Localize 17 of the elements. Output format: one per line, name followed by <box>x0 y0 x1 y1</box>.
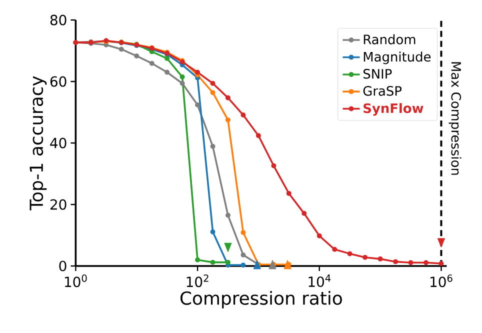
y-tick-label: 20 <box>50 199 66 210</box>
y-axis-title: Top-1 accuracy <box>30 76 47 210</box>
legend-label: Random <box>364 34 416 44</box>
y-tick-label: 80 <box>50 14 66 26</box>
y-tick-label: 40 <box>50 138 66 148</box>
x-tick-label: 10$^{6}$ <box>430 274 452 288</box>
legend-label: SNIP <box>363 68 392 79</box>
ref-line-label: Max Compression <box>448 62 462 175</box>
legend-label: Magnitude <box>364 52 431 64</box>
y-tick-label: 0 <box>59 260 66 272</box>
y-tick-label: 60 <box>50 76 66 87</box>
legend-label: SynFlow <box>364 103 424 116</box>
legend-label: GraSP <box>363 86 402 96</box>
x-tick-label: 10$^{0}$ <box>65 274 87 288</box>
x-tick-label: 10$^{2}$ <box>186 274 208 288</box>
x-tick-label: 10$^{4}$ <box>308 274 331 288</box>
x-axis-title: Compression ratio <box>180 291 342 308</box>
